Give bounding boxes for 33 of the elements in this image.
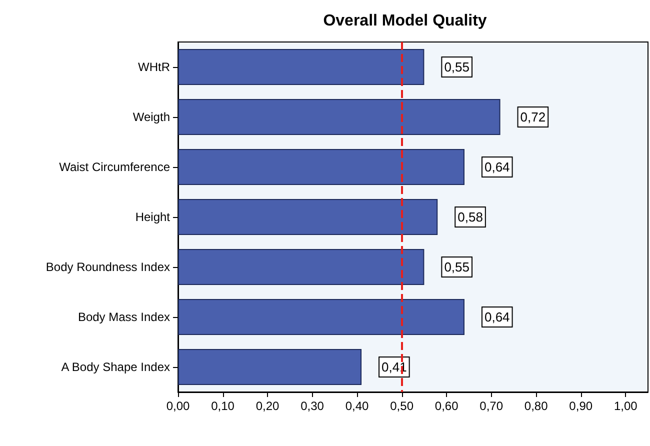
x-tick-label: 0,30	[300, 399, 324, 413]
y-tick-label: Body Mass Index	[78, 310, 170, 324]
x-tick-label: 0,60	[434, 399, 459, 413]
bar	[178, 249, 424, 285]
y-tick-label: WHtR	[138, 60, 170, 74]
x-tick-label: 1,00	[614, 399, 638, 413]
data-label: 0,72	[520, 110, 546, 124]
y-tick-label: Height	[135, 210, 171, 224]
data-label: 0,55	[444, 60, 470, 74]
bar	[178, 299, 464, 335]
y-tick-label: Weigth	[132, 110, 170, 124]
chart-title: Overall Model Quality	[323, 12, 487, 30]
data-label: 0,55	[444, 260, 470, 274]
x-tick-label: 0,00	[166, 399, 190, 413]
y-tick-label: Waist Circumference	[59, 160, 170, 174]
data-label: 0,41	[382, 360, 407, 374]
x-tick-label: 0,50	[390, 399, 414, 413]
x-tick-label: 0,10	[211, 399, 235, 413]
x-tick-label: 0,70	[480, 399, 504, 413]
y-tick-label: A Body Shape Index	[61, 360, 170, 374]
data-label: 0,64	[484, 310, 510, 324]
bar	[178, 49, 424, 85]
bar	[178, 99, 500, 135]
x-tick-label: 0,90	[569, 399, 593, 413]
y-tick-label: Body Roundness Index	[46, 260, 170, 274]
bar	[178, 349, 362, 385]
bar	[178, 199, 438, 235]
x-tick-label: 0,80	[524, 399, 548, 413]
data-label: 0,58	[458, 210, 483, 224]
bar	[178, 149, 464, 185]
x-tick-label: 0,20	[256, 399, 280, 413]
data-label: 0,64	[484, 160, 510, 174]
x-tick-label: 0,40	[345, 399, 370, 413]
